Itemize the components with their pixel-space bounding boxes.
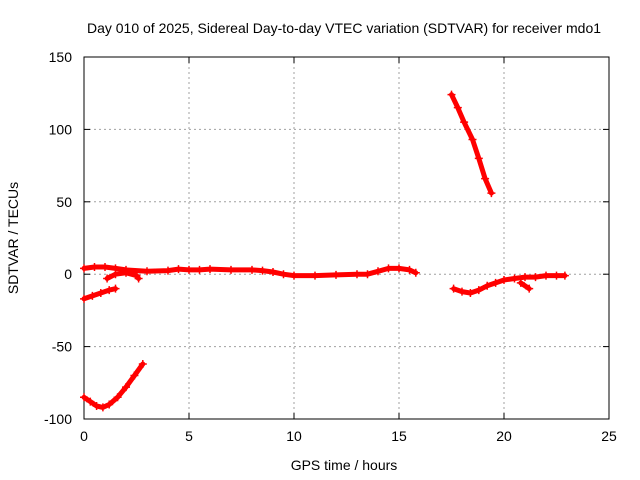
data-point: [560, 271, 569, 280]
x-tick-label: 15: [391, 428, 407, 444]
data-point: [105, 400, 114, 409]
data-point: [143, 267, 151, 276]
data-point: [80, 294, 88, 303]
data-point: [111, 270, 120, 279]
x-axis-label: GPS time / hours: [291, 457, 398, 473]
data-point: [405, 265, 414, 274]
series-track: [518, 280, 532, 292]
data-point: [103, 274, 112, 283]
data-point: [138, 359, 147, 368]
data-point: [258, 266, 267, 275]
data-point: [290, 271, 298, 280]
data-point: [474, 286, 483, 295]
x-tick-label: 25: [601, 428, 617, 444]
series-late-track: [449, 271, 569, 298]
data-point: [96, 289, 105, 298]
y-axis-label: SDTVAR / TECUs: [5, 182, 21, 294]
data-point: [248, 265, 256, 274]
data-point: [134, 274, 143, 283]
y-tick-label: -50: [52, 339, 72, 355]
data-point: [395, 264, 403, 273]
data-point: [353, 270, 361, 279]
data-point: [101, 262, 109, 271]
series-late-spur: [516, 278, 534, 293]
y-tick-label: 0: [64, 266, 72, 282]
data-point: [332, 270, 340, 279]
plot-frame: [83, 56, 610, 420]
series-high-excursion: [447, 90, 496, 198]
axis-ticks: 0 5 10 15 20 25 -100 -50 0 50 100 150: [44, 49, 617, 444]
data-point: [105, 286, 114, 295]
data-point: [80, 264, 88, 273]
data-point: [491, 278, 500, 287]
series-early-bump: [103, 268, 143, 283]
data-point: [500, 275, 508, 284]
data-point: [525, 284, 534, 293]
data-point: [483, 281, 492, 290]
data-point: [130, 371, 139, 380]
data-point: [521, 273, 529, 282]
data-point: [206, 265, 214, 274]
series-main-track: [80, 262, 420, 280]
data-point: [80, 393, 88, 402]
data-point: [411, 268, 420, 277]
data-point: [98, 403, 107, 412]
data-point: [86, 397, 95, 406]
data-point: [449, 284, 458, 293]
y-tick-label: 50: [56, 194, 72, 210]
data-point: [88, 291, 97, 300]
x-tick-label: 5: [185, 428, 193, 444]
data-series: [80, 90, 569, 412]
y-tick-label: 100: [49, 121, 73, 137]
data-point: [510, 274, 519, 283]
data-point: [113, 393, 122, 402]
x-tick-label: 10: [286, 428, 302, 444]
data-point: [227, 265, 235, 274]
data-point: [122, 383, 130, 392]
y-tick-label: 150: [49, 49, 73, 65]
data-point: [468, 135, 477, 144]
series-dip: [80, 359, 147, 412]
data-point: [453, 103, 462, 112]
data-point: [279, 270, 288, 279]
grid: [84, 57, 609, 419]
chart-title: Day 010 of 2025, Sidereal Day-to-day VTE…: [87, 20, 601, 36]
data-point: [487, 189, 496, 198]
data-point: [164, 266, 172, 275]
data-point: [466, 289, 475, 298]
data-point: [92, 401, 101, 410]
data-point: [111, 284, 120, 293]
data-point: [516, 278, 525, 287]
x-tick-label: 0: [80, 428, 88, 444]
data-point: [458, 287, 466, 296]
data-point: [122, 268, 130, 277]
data-point: [447, 90, 456, 99]
data-point: [363, 270, 372, 279]
y-tick-label: -100: [44, 411, 72, 427]
x-tick-label: 20: [496, 428, 512, 444]
data-point: [195, 265, 204, 274]
data-point: [384, 264, 393, 273]
data-point: [174, 265, 183, 274]
data-point: [531, 273, 540, 282]
data-point: [90, 262, 99, 271]
data-point: [474, 154, 483, 163]
data-point: [269, 268, 277, 277]
data-point: [552, 271, 561, 280]
data-point: [374, 267, 382, 276]
data-point: [185, 265, 193, 274]
data-point: [460, 118, 469, 127]
data-point: [481, 174, 490, 183]
series-early-negative: [80, 284, 120, 303]
data-point: [542, 271, 550, 280]
data-point: [311, 271, 319, 280]
